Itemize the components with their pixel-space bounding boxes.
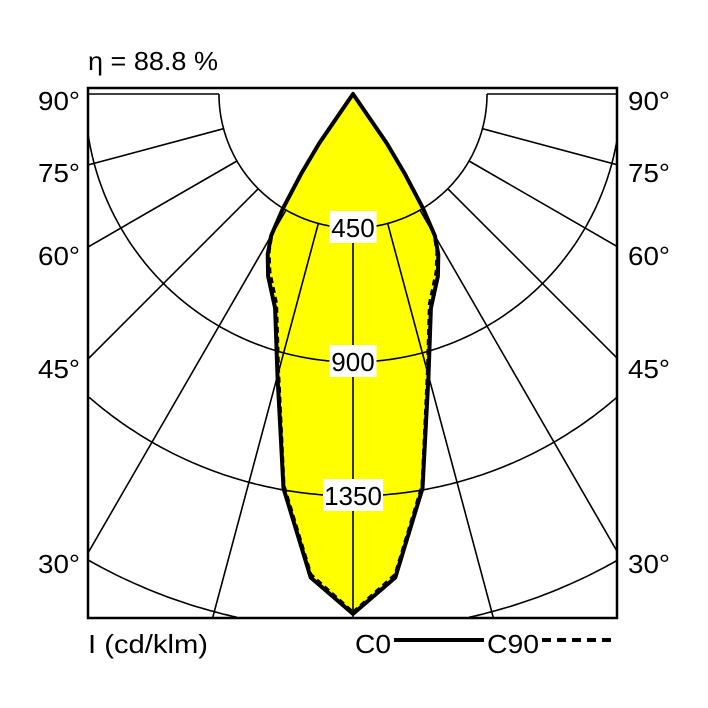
left-angle-labels: 90° 75° 60° 45° 30° <box>38 86 80 579</box>
angle-label-left-30: 30° <box>38 549 80 579</box>
radial-tick-label-450: 450 <box>331 213 374 243</box>
angle-label-left-45: 45° <box>38 354 80 384</box>
efficiency-title: η = 88.8 % <box>88 46 218 76</box>
tick-label-bg-1350 <box>323 479 383 511</box>
ray-45-right <box>447 188 617 359</box>
angle-label-left-60: 60° <box>38 241 80 271</box>
angle-label-right-45: 45° <box>628 354 670 384</box>
angle-label-right-75: 75° <box>628 158 670 188</box>
tick-label-bg-450 <box>329 211 377 243</box>
right-angle-labels: 90° 75° 60° 45° 30° <box>628 86 670 579</box>
ray-60-left <box>88 160 238 248</box>
ray-45-left <box>88 188 259 360</box>
ray-60-right <box>468 160 617 248</box>
angle-label-left-75: 75° <box>38 158 80 188</box>
radial-tick-label-1350: 1350 <box>324 481 382 511</box>
ray-15-right-overlay <box>386 223 439 614</box>
angle-label-right-30: 30° <box>628 549 670 579</box>
legend: C0 C90 <box>355 629 617 659</box>
c0-curve <box>265 92 441 616</box>
legend-c90-label: C90 <box>487 629 539 659</box>
radial-tick-label-900: 900 <box>331 347 374 377</box>
arc-1800 <box>88 559 617 618</box>
ray-30-right <box>419 209 617 552</box>
ray-30-left <box>88 209 287 554</box>
angle-label-right-90: 90° <box>628 86 670 116</box>
legend-c0-label: C0 <box>355 629 391 659</box>
unit-label: I (cd/klm) <box>88 629 208 659</box>
angle-label-left-90: 90° <box>38 86 80 116</box>
angle-label-right-60: 60° <box>628 241 670 271</box>
ray-75-right <box>482 127 617 166</box>
ray-75-left <box>88 127 224 166</box>
tick-label-bg-900 <box>329 345 377 377</box>
plot-frame <box>86 86 619 620</box>
ray-15-left-overlay <box>267 223 320 614</box>
radial-tick-labels: 450 900 1350 <box>323 211 383 511</box>
